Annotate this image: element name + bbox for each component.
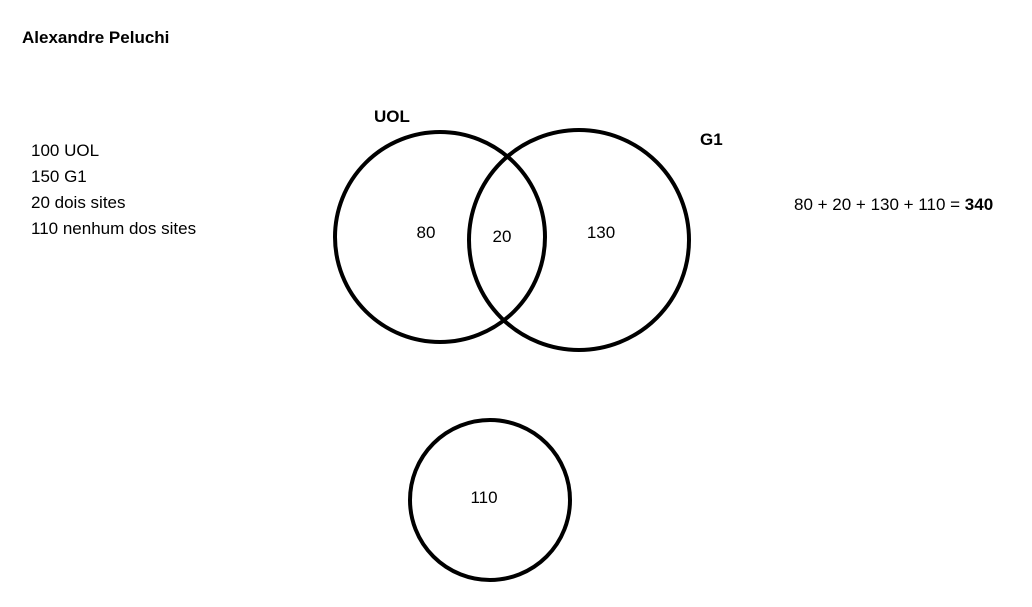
intersection-value: 20 xyxy=(493,227,512,246)
sum-total: 340 xyxy=(964,195,994,214)
given-line-both: 20 dois sites xyxy=(31,193,126,212)
none-circle xyxy=(408,418,572,582)
none-value: 110 xyxy=(470,488,497,507)
given-line-none: 110 nenhum dos sites xyxy=(31,219,197,238)
g1-only-value: 130 xyxy=(587,223,615,242)
g1-circle xyxy=(467,128,691,352)
uol-circle xyxy=(333,130,547,344)
sum-expression: 80 + 20 + 130 + 110 = xyxy=(794,195,965,214)
g1-label: G1 xyxy=(700,130,723,149)
given-line-uol: 100 UOL xyxy=(31,141,100,160)
sum-equation: 80 + 20 + 130 + 110 = 340 xyxy=(794,195,993,215)
uol-only-value: 80 xyxy=(417,223,436,242)
given-line-g1: 150 G1 xyxy=(31,167,87,186)
given-data-list: 100 UOL 150 G1 20 dois sites 110 nenhum … xyxy=(31,138,196,242)
uol-label: UOL xyxy=(374,107,410,126)
author-name: Alexandre Peluchi xyxy=(22,28,170,47)
